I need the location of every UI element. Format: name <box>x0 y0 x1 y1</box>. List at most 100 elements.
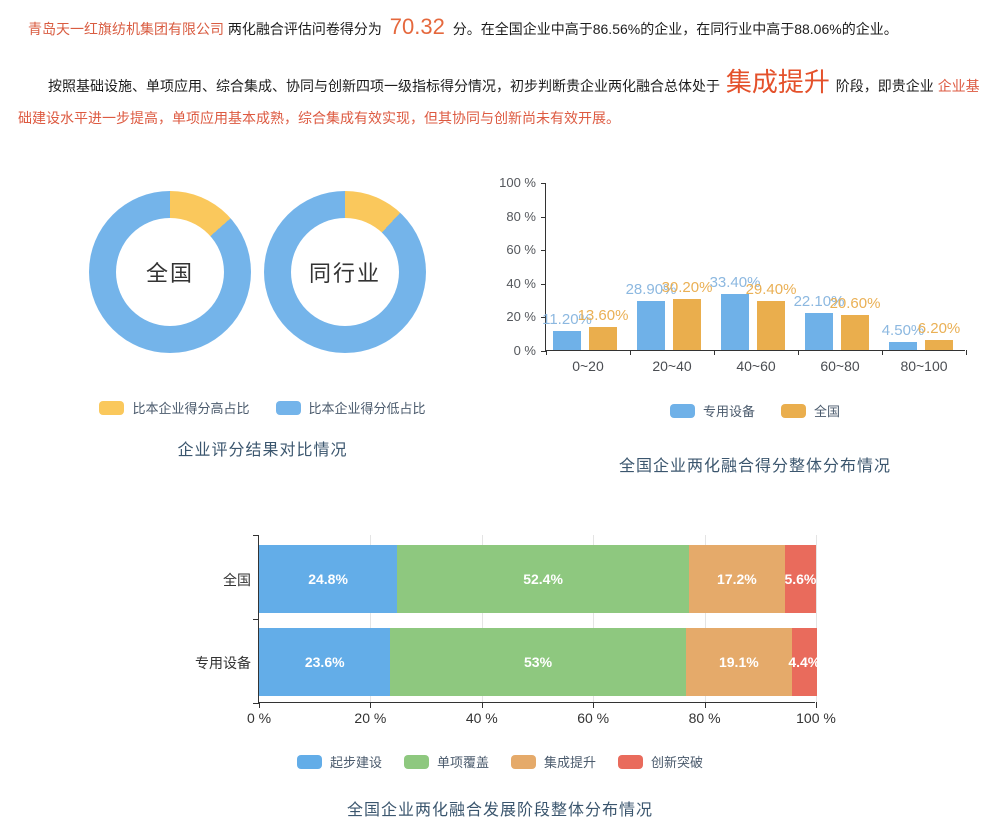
stage-mid-text: 阶段，即贵企业 <box>835 78 934 94</box>
score-lead-text: 两化融合评估问卷得分为 <box>227 21 382 37</box>
bar-全国-40~60[interactable] <box>757 300 785 350</box>
legend-item-stage-1[interactable]: 起步建设 <box>296 752 382 771</box>
bar-全国-80~100[interactable] <box>925 339 953 350</box>
gridline <box>481 535 483 702</box>
legend-label: 专用设备 <box>702 404 755 419</box>
segment-单项覆盖[interactable]: 52.4% <box>397 545 689 613</box>
score-summary-paragraph: 青岛天一红旗纺机集团有限公司 两化融合评估问卷得分为 70.32 分。在全国企业… <box>28 12 978 44</box>
x-axis-tick <box>370 702 372 708</box>
segment-value-label: 5.6% <box>784 571 817 587</box>
x-axis-tick <box>882 350 883 355</box>
bar-专用设备-80~100[interactable] <box>889 342 917 350</box>
bar-value-label: 6.20% <box>917 319 961 337</box>
y-axis-tick-label: 40 % <box>506 275 536 291</box>
donut-center-label: 同行业 <box>291 218 399 326</box>
score-distribution-chart: 100 % 80 % 60 % 40 % 20 % 0 % 0~20 11.20% 13.60%… <box>499 175 967 374</box>
y-axis-tick <box>541 216 546 218</box>
donut-chart-industry[interactable]: 同行业 <box>264 191 426 353</box>
legend-swatch-green <box>403 754 429 769</box>
row-label-专用设备: 专用设备 <box>195 655 251 671</box>
gridline <box>593 535 595 702</box>
bar-value-label: 22.10% <box>793 292 845 310</box>
x-axis-category-label: 0~20 <box>572 358 604 374</box>
segment-value-label: 4.4% <box>788 654 821 670</box>
bar-专用设备-60~80[interactable] <box>805 312 833 350</box>
bar-value-label: 29.40% <box>745 280 797 298</box>
stage-chart-legend: 起步建设 单项覆盖 集成提升 创新突破 <box>180 752 820 771</box>
donut-chart-national[interactable]: 全国 <box>89 191 251 353</box>
legend-swatch-blue <box>296 754 322 769</box>
donut-center-label: 全国 <box>116 218 224 326</box>
bar-value-label: 28.90% <box>625 281 677 299</box>
gridline <box>370 535 372 702</box>
gridline <box>816 535 817 702</box>
x-axis-category-label: 40~60 <box>736 358 776 374</box>
y-axis-tick <box>541 317 546 319</box>
segment-起步建设[interactable]: 24.8% <box>259 545 398 613</box>
legend-item-stage-4[interactable]: 创新突破 <box>618 752 703 771</box>
legend-swatch-blue <box>275 400 301 415</box>
segment-value-label: 53% <box>524 654 553 670</box>
x-axis-tick-label: 60 % <box>577 710 610 726</box>
y-axis-tick <box>253 535 259 536</box>
x-axis-category-label: 80~100 <box>900 358 948 374</box>
score-chart-title: 全国企业两化融合得分整体分布情况 <box>618 458 891 475</box>
segment-value-label: 23.6% <box>304 654 345 670</box>
y-axis-tick <box>253 703 259 704</box>
segment-value-label: 52.4% <box>523 571 563 587</box>
segment-value-label: 24.8% <box>308 571 348 587</box>
legend-swatch-orange <box>511 754 536 769</box>
x-axis-tick <box>630 350 631 355</box>
legend-swatch-yellow <box>99 400 125 415</box>
segment-创新突破[interactable]: 4.4% <box>788 628 820 696</box>
bar-value-label: 20.60% <box>829 295 881 313</box>
bar-专用设备-40~60[interactable] <box>721 293 749 350</box>
legend-item-stage-3[interactable]: 集成提升 <box>511 752 596 771</box>
segment-单项覆盖[interactable]: 53% <box>390 628 686 696</box>
legend-label: 单项覆盖 <box>436 755 489 770</box>
segment-value-label: 17.2% <box>717 571 757 587</box>
x-axis-tick <box>966 350 967 355</box>
y-axis-tick <box>541 183 546 184</box>
y-axis-tick <box>541 351 546 352</box>
legend-item-national[interactable]: 全国 <box>781 401 840 420</box>
legend-swatch-blue <box>669 403 695 418</box>
legend-swatch-red <box>618 754 644 769</box>
stage-chart-title: 全国企业两化融合发展阶段整体分布情况 <box>346 802 653 819</box>
score-chart-legend: 专用设备 全国 <box>505 401 995 420</box>
legend-label: 全国 <box>814 404 841 419</box>
legend-label: 起步建设 <box>329 755 382 770</box>
y-axis-tick <box>541 283 546 285</box>
segment-集成提升[interactable]: 19.1% <box>685 628 793 696</box>
x-axis-tick <box>816 702 817 708</box>
bar-专用设备-0~20[interactable] <box>553 331 581 350</box>
x-axis-tick-label: 40 % <box>465 710 498 726</box>
bar-value-label: 13.60% <box>577 307 629 325</box>
x-axis-tick-label: 0 % <box>246 710 272 726</box>
legend-item-special-equipment[interactable]: 专用设备 <box>669 401 755 420</box>
y-axis-tick-label: 60 % <box>506 242 536 258</box>
stage-detail-text: 企业基础建设水平进一步提高，单项应用基本成熟，综合集成有效实现，但其协同与创新尚… <box>18 78 980 126</box>
x-axis-tick <box>481 702 483 708</box>
x-axis-tick <box>704 702 706 708</box>
legend-swatch-orange <box>781 403 806 418</box>
legend-item-higher[interactable]: 比本企业得分高占比 <box>99 398 250 417</box>
legend-label: 比本企业得分高占比 <box>132 401 250 416</box>
bar-全国-0~20[interactable] <box>589 327 617 350</box>
segment-创新突破[interactable]: 5.6% <box>784 545 817 613</box>
segment-集成提升[interactable]: 17.2% <box>689 545 785 613</box>
legend-item-stage-2[interactable]: 单项覆盖 <box>403 752 489 771</box>
legend-item-lower[interactable]: 比本企业得分低占比 <box>275 398 426 417</box>
bar-专用设备-20~40[interactable] <box>637 301 665 350</box>
y-axis-tick-label: 80 % <box>506 208 536 224</box>
bar-全国-20~40[interactable] <box>673 299 701 350</box>
stage-name: 集成提升 <box>725 67 830 97</box>
x-axis-tick <box>798 350 799 355</box>
bar-全国-60~80[interactable] <box>841 315 869 350</box>
segment-起步建设[interactable]: 23.6% <box>259 628 391 696</box>
score-tail-text: 分。在全国企业中高于86.56%的企业，在同行业中高于88.06%的企业。 <box>452 21 898 37</box>
y-axis-tick-label: 0 % <box>513 343 536 358</box>
gridline <box>704 535 706 702</box>
legend-label: 比本企业得分低占比 <box>308 401 426 416</box>
